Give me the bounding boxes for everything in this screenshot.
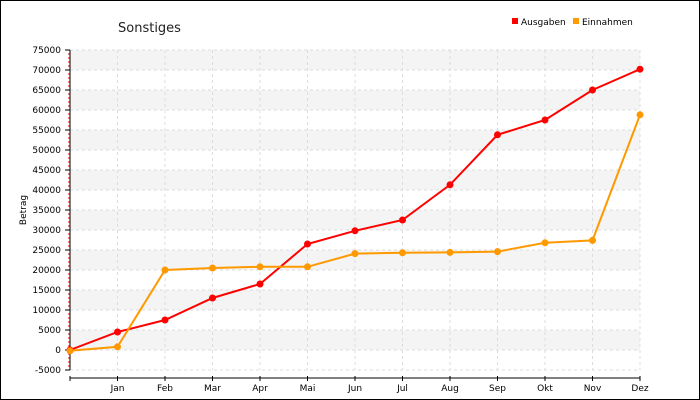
chart-title: Sonstiges: [118, 21, 181, 36]
y-tick-label: 0: [55, 346, 61, 356]
data-point: [209, 294, 216, 302]
data-point: [161, 316, 169, 324]
y-tick-label: 55000: [32, 126, 61, 136]
x-tick-label: Apr: [252, 384, 268, 394]
x-tick-label: Aug: [441, 384, 459, 394]
series-layer: [66, 65, 644, 355]
x-tick-label: Dez: [631, 384, 648, 394]
data-point: [304, 263, 311, 271]
data-point: [351, 250, 359, 258]
data-point: [66, 347, 74, 355]
data-point: [114, 343, 121, 351]
legend-label: Einnahmen: [582, 18, 633, 28]
x-tick-labels: Jan Feb Mar Apr Mai Jun Jul Aug Sep Okt Nov Dez: [110, 384, 649, 394]
data-point: [541, 116, 549, 124]
y-tick-label: 35000: [32, 206, 61, 216]
data-point: [446, 248, 454, 256]
x-tick-label: Okt: [537, 384, 553, 394]
data-point: [636, 111, 644, 119]
data-point: [446, 181, 454, 189]
data-point: [256, 280, 264, 288]
y-tick-label: -5000: [35, 366, 61, 376]
x-tick-label: Jan: [110, 384, 125, 394]
y-tick-label: 5000: [38, 326, 61, 336]
y-tick-label: 50000: [32, 146, 61, 156]
x-tick-label: Sep: [489, 384, 506, 394]
y-tick-label: 45000: [32, 166, 61, 176]
data-point: [589, 86, 596, 94]
data-point: [494, 131, 501, 139]
axes: [65, 49, 641, 381]
x-tick-label: Mai: [300, 384, 316, 394]
y-tick-label: 60000: [32, 106, 61, 116]
data-point: [399, 249, 406, 257]
legend-label: Ausgaben: [521, 18, 566, 28]
y-tick-label: 15000: [32, 286, 61, 296]
y-tick-label: 70000: [32, 66, 61, 76]
x-tick-label: Mar: [204, 384, 221, 394]
data-point: [114, 328, 121, 336]
y-tick-labels: -5000 0 5000 10000 15000 20000 25000 30000 35000…: [32, 46, 61, 376]
x-tick-label: Jun: [347, 384, 362, 394]
x-tick-label: Feb: [157, 384, 173, 394]
grid-lines: [70, 49, 641, 371]
y-tick-label: 75000: [32, 46, 61, 56]
x-tick-label: Nov: [584, 384, 602, 394]
data-point: [399, 216, 406, 224]
y-tick-label: 65000: [32, 86, 61, 96]
data-point: [209, 264, 216, 272]
x-tick-label: Jul: [396, 384, 408, 394]
data-point: [161, 266, 169, 274]
y-tick-label: 40000: [32, 186, 61, 196]
data-point: [351, 227, 359, 235]
data-point: [304, 240, 311, 248]
legend-swatch: [512, 18, 518, 24]
y-tick-label: 10000: [32, 306, 61, 316]
legend: Ausgaben Einnahmen: [512, 18, 633, 28]
data-point: [494, 248, 501, 256]
y-axis-title: Betrag: [19, 195, 29, 225]
data-point: [541, 239, 549, 247]
y-tick-label: 25000: [32, 246, 61, 256]
y-tick-label: 20000: [32, 266, 61, 276]
legend-swatch: [573, 18, 579, 24]
y-tick-label: 30000: [32, 226, 61, 236]
data-point: [589, 236, 596, 244]
data-point: [636, 65, 644, 73]
data-point: [256, 263, 264, 271]
